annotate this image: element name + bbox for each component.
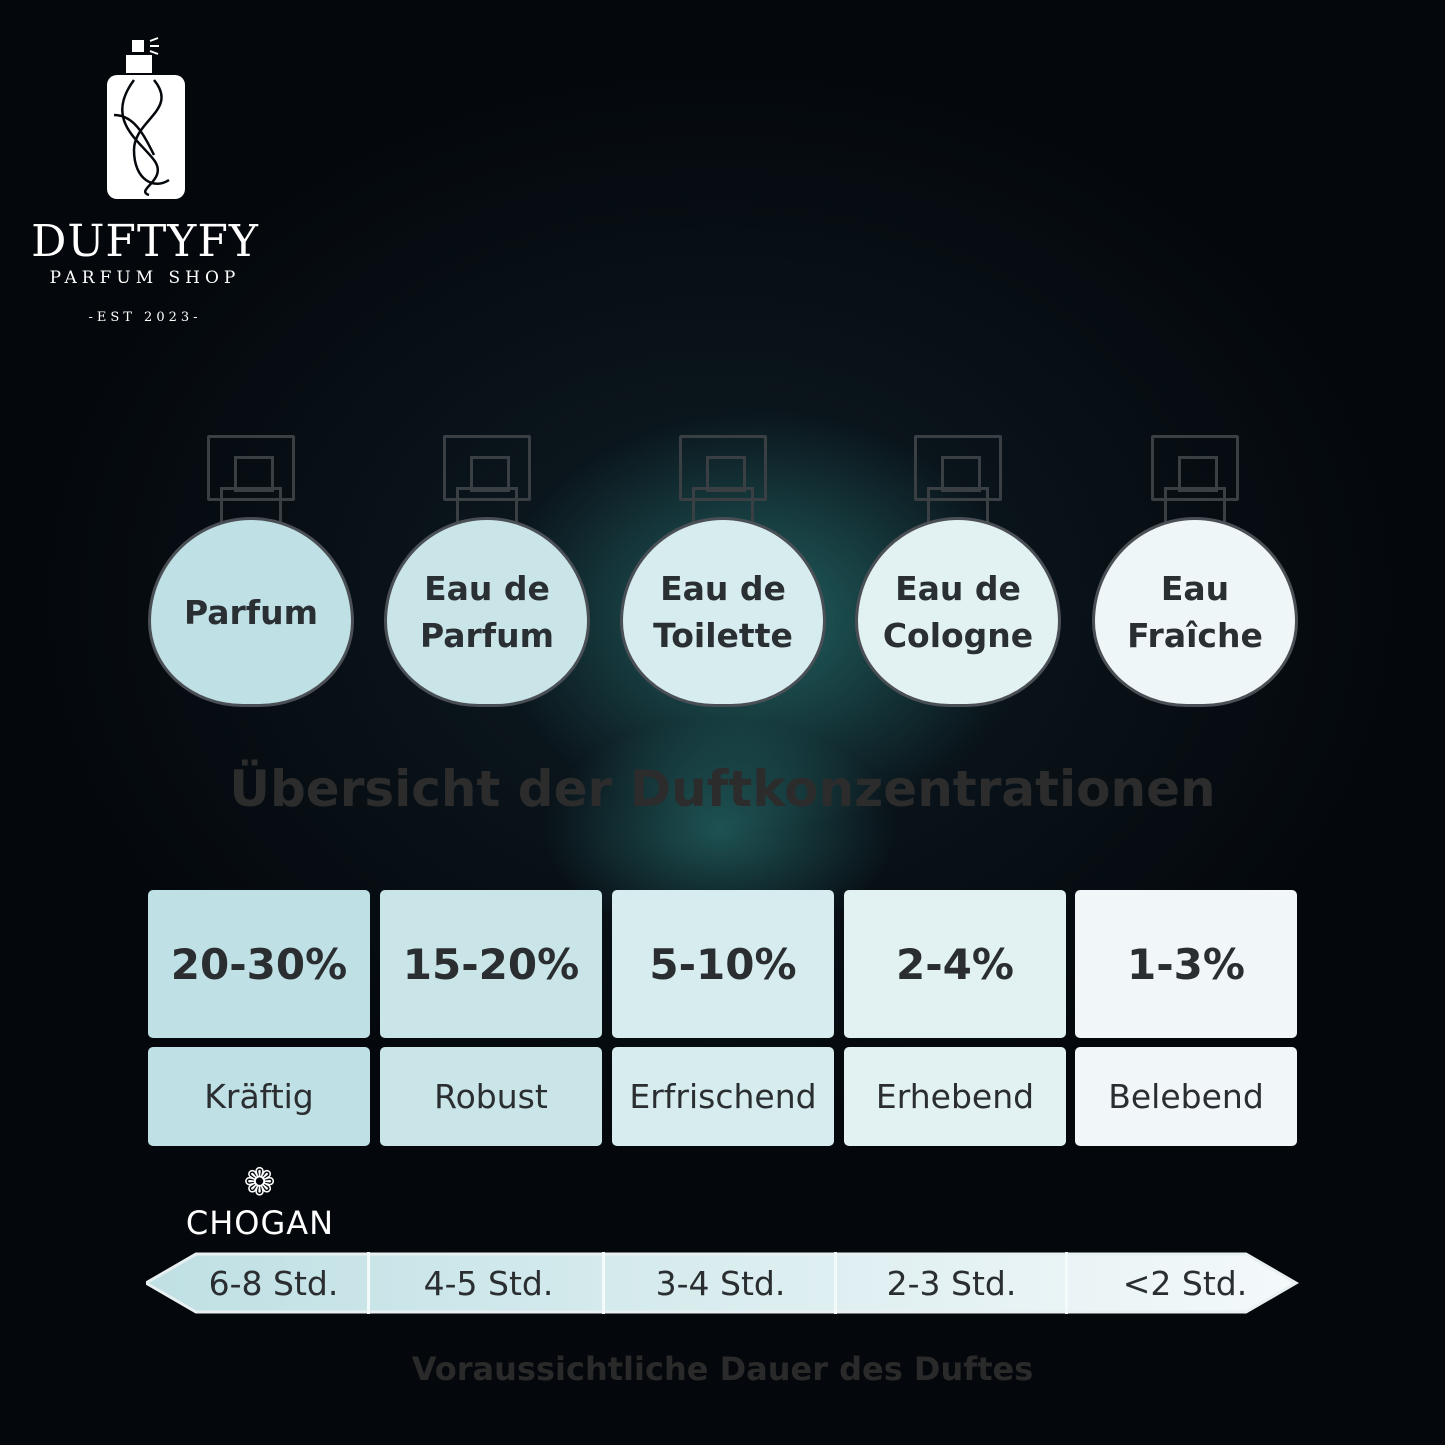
- duration-segment: <2 Std.: [1122, 1263, 1248, 1303]
- concentration-percent: 15-20%: [380, 890, 602, 1038]
- duration-segment: 6-8 Std.: [180, 1252, 370, 1314]
- bottle-cap: [443, 435, 531, 501]
- concentration-character: Robust: [380, 1047, 602, 1146]
- chogan-wordmark: CHOGAN: [185, 1204, 335, 1242]
- concentration-percent: 1-3%: [1075, 890, 1297, 1038]
- bottle-3: Eau de Cologne: [855, 435, 1061, 707]
- duration-segment: 3-4 Std.: [607, 1252, 837, 1314]
- bottle-label: Eau Fraîche: [1092, 517, 1298, 707]
- bottle-cap: [207, 435, 295, 501]
- bottle-cap: [1151, 435, 1239, 501]
- brand-established: -EST 2023-: [88, 310, 202, 325]
- concentration-character: Kräftig: [148, 1047, 370, 1146]
- concentration-character: Erfrischend: [612, 1047, 834, 1146]
- chogan-logo: ❁ CHOGAN: [185, 1160, 335, 1242]
- bottle-2: Eau de Toilette: [620, 435, 826, 707]
- bottle-cap: [679, 435, 767, 501]
- duftyfy-logo: DUFTYFY PARFUM SHOP -EST 2023-: [0, 35, 290, 325]
- flower-icon: ❁: [243, 1160, 277, 1204]
- bottle-label: Eau de Parfum: [384, 517, 590, 707]
- bottle-label: Eau de Toilette: [620, 517, 826, 707]
- duration-arrow: [146, 1252, 1299, 1314]
- bottle-cap: [914, 435, 1002, 501]
- bottle-1: Eau de Parfum: [384, 435, 590, 707]
- bottle-0: Parfum: [148, 435, 354, 707]
- duration-segment: 2-3 Std.: [838, 1252, 1068, 1314]
- concentration-percent: 2-4%: [844, 890, 1066, 1038]
- page-title: Übersicht der Duftkonzentrationen: [229, 760, 1216, 818]
- duration-caption: Voraussichtliche Dauer des Duftes: [411, 1350, 1034, 1388]
- brand-name: DUFTYFY: [31, 216, 259, 267]
- duration-segment: 4-5 Std.: [375, 1252, 605, 1314]
- perfume-bottle-logo-icon: [107, 37, 185, 199]
- concentration-percent: 5-10%: [612, 890, 834, 1038]
- brand-subtitle: PARFUM SHOP: [49, 268, 241, 288]
- bottle-label: Eau de Cologne: [855, 517, 1061, 707]
- concentration-percent: 20-30%: [148, 890, 370, 1038]
- bottle-label: Parfum: [148, 517, 354, 707]
- concentration-character: Erhebend: [844, 1047, 1066, 1146]
- bottle-4: Eau Fraîche: [1092, 435, 1298, 707]
- concentration-character: Belebend: [1075, 1047, 1297, 1146]
